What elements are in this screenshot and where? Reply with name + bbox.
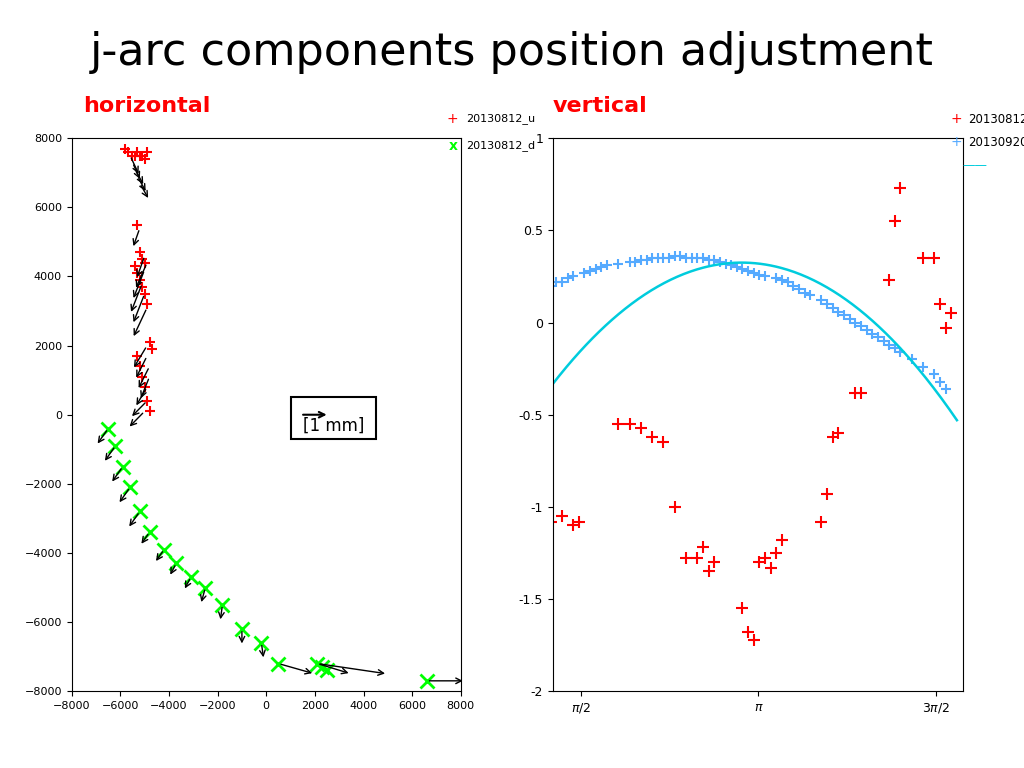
Text: ——: ——	[963, 159, 987, 171]
Text: 20130920: 20130920	[968, 136, 1024, 148]
Text: 20130812_d: 20130812_d	[466, 141, 536, 151]
Text: j-arc components position adjustment: j-arc components position adjustment	[90, 31, 934, 74]
Bar	[291, 398, 376, 439]
Text: vertical: vertical	[553, 96, 648, 116]
Text: +: +	[951, 135, 963, 149]
Text: [1 mm]: [1 mm]	[303, 416, 365, 434]
Text: 20130812: 20130812	[968, 113, 1024, 125]
Text: x: x	[449, 139, 458, 153]
Text: +: +	[446, 112, 458, 126]
Text: +: +	[951, 112, 963, 126]
Text: horizontal: horizontal	[83, 96, 211, 116]
Text: 20130812_u: 20130812_u	[466, 114, 536, 124]
